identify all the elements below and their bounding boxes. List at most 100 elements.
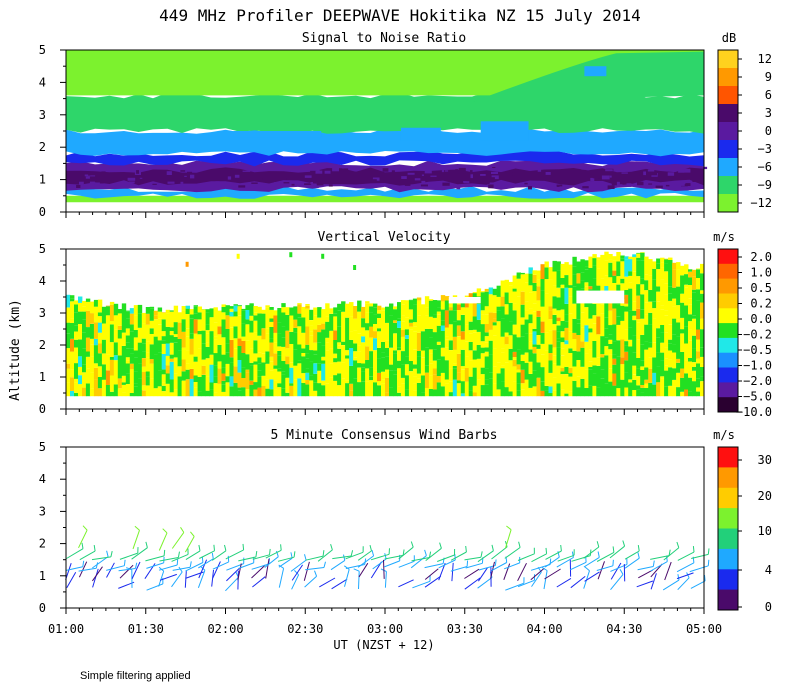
velocity-cell — [584, 387, 589, 397]
snr-colorbar-swatch — [718, 122, 738, 141]
velocity-colorbar-swatch — [718, 293, 738, 309]
velocity-cell — [277, 322, 282, 334]
velocity-cell — [317, 370, 322, 384]
velocity-cell — [177, 339, 182, 351]
velocity-cell — [397, 327, 402, 337]
velocity-speck — [185, 261, 189, 267]
velocity-cell — [644, 302, 649, 315]
velocity-cell — [468, 333, 474, 342]
velocity-cell — [548, 279, 553, 295]
velocity-cell — [616, 340, 621, 355]
velocity-cell — [676, 358, 681, 363]
snr-speckle — [180, 181, 184, 184]
snr-speckle — [463, 173, 466, 178]
velocity-cell — [636, 308, 641, 320]
wind-colorbar-swatch — [718, 508, 738, 529]
snr-speckle — [251, 182, 258, 184]
wind-barb-flag — [622, 540, 626, 547]
wind-barb — [344, 569, 350, 587]
velocity-cell — [624, 256, 629, 260]
velocity-cell — [173, 357, 179, 374]
velocity-cell — [221, 312, 226, 320]
velocity-cell — [504, 279, 509, 293]
velocity-cell — [78, 384, 83, 397]
velocity-cell — [361, 358, 366, 364]
snr-layer-3 — [66, 167, 704, 186]
velocity-cell — [185, 305, 190, 309]
velocity-cell — [564, 340, 569, 345]
velocity-cell — [109, 357, 115, 360]
snr-speckle — [607, 185, 615, 189]
velocity-cell — [74, 300, 79, 305]
velocity-cell — [548, 267, 553, 280]
velocity-cell — [436, 382, 442, 397]
velocity-cell — [684, 264, 689, 267]
wind-barb — [357, 555, 374, 568]
snr-speckle — [489, 177, 495, 180]
velocity-cell — [596, 302, 601, 317]
snr-colorbar-swatch — [718, 194, 738, 213]
velocity-cell — [145, 307, 151, 314]
velocity-cell — [265, 305, 270, 308]
velocity-cell — [253, 382, 258, 390]
velocity-cell — [289, 385, 294, 397]
wind-barb — [398, 579, 414, 588]
velocity-cell — [552, 363, 557, 378]
velocity-cell — [309, 331, 314, 336]
velocity-cell — [432, 332, 438, 350]
velocity-cell — [313, 354, 318, 358]
velocity-cell — [165, 383, 171, 397]
wind-barb — [424, 568, 439, 580]
wind-barb-flag — [145, 541, 148, 548]
velocity-cell — [78, 302, 83, 312]
snr-speckle — [178, 173, 184, 176]
velocity-cell — [628, 256, 633, 260]
velocity-cell — [329, 377, 334, 397]
velocity-cell — [289, 367, 294, 384]
velocity-cell — [221, 367, 226, 374]
velocity-cell — [101, 379, 107, 397]
velocity-cell — [341, 362, 346, 379]
velocity-cell — [524, 379, 529, 397]
velocity-cell — [333, 375, 338, 381]
velocity-cell — [233, 366, 238, 383]
velocity-cell — [321, 336, 326, 346]
velocity-cell — [680, 317, 685, 330]
velocity-cell — [416, 356, 422, 374]
velocity-cell — [532, 303, 537, 312]
velocity-cell — [700, 293, 705, 303]
velocity-cell — [680, 265, 685, 276]
velocity-cell — [201, 365, 206, 375]
velocity-cell — [217, 320, 222, 327]
velocity-cell — [420, 304, 426, 313]
velocity-cell — [78, 339, 83, 357]
velocity-cell — [82, 319, 87, 333]
velocity-cell — [684, 266, 689, 275]
velocity-cell — [492, 308, 498, 313]
velocity-colorbar-swatch — [718, 352, 738, 368]
velocity-cell — [325, 316, 330, 322]
velocity-cell — [624, 303, 629, 307]
velocity-cell — [480, 367, 486, 375]
velocity-cell — [245, 389, 250, 397]
velocity-cell — [301, 306, 306, 318]
velocity-cell — [309, 325, 314, 332]
velocity-cell — [576, 283, 581, 297]
wind-barb — [464, 556, 482, 561]
velocity-cell — [213, 353, 218, 366]
snr-layer-4 — [66, 150, 704, 167]
wind-y-tick-label: 1 — [39, 569, 46, 583]
velocity-cell — [432, 349, 438, 361]
velocity-cell — [688, 314, 693, 322]
wind-barb-flag — [677, 574, 680, 581]
snr-colorbar-label: −9 — [758, 178, 772, 192]
velocity-cell — [644, 290, 649, 303]
velocity-cell — [500, 368, 505, 382]
velocity-cell — [397, 368, 402, 387]
velocity-cell — [648, 357, 653, 369]
snr-speckle — [645, 181, 652, 183]
velocity-cell — [277, 333, 282, 347]
velocity-cell — [297, 378, 302, 397]
velocity-cell — [70, 301, 75, 319]
velocity-cell — [193, 381, 198, 388]
